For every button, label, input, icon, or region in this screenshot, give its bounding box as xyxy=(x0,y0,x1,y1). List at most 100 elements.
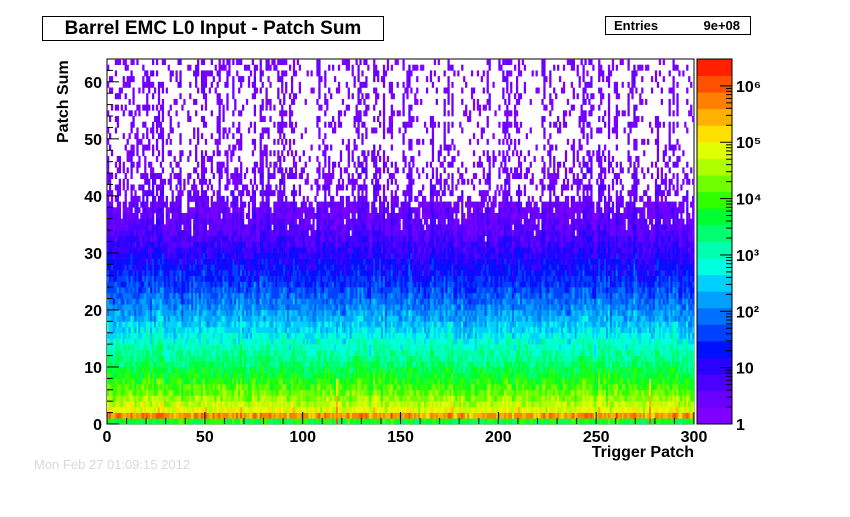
heatmap-cell xyxy=(222,349,225,356)
heatmap-cell xyxy=(130,412,133,419)
heatmap-cell xyxy=(183,395,186,402)
heatmap-cell xyxy=(279,133,282,140)
heatmap-cell xyxy=(273,412,276,419)
heatmap-cell xyxy=(226,104,229,111)
heatmap-cell xyxy=(206,275,210,282)
heatmap-cell xyxy=(116,298,120,305)
heatmap-cell xyxy=(281,218,284,225)
heatmap-cell xyxy=(255,258,258,265)
heatmap-cell xyxy=(150,344,153,351)
heatmap-cell xyxy=(206,212,210,219)
heatmap-cell xyxy=(279,178,282,185)
heatmap-cell xyxy=(195,190,198,197)
heatmap-cell xyxy=(261,258,264,265)
heatmap-cell xyxy=(153,304,157,311)
heatmap-cell xyxy=(130,372,133,379)
heatmap-cell xyxy=(171,281,174,288)
heatmap-cell xyxy=(273,252,276,259)
heatmap-cell xyxy=(128,235,131,242)
heatmap-cell xyxy=(216,144,219,151)
heatmap-cell xyxy=(292,184,296,191)
heatmap-cell xyxy=(240,76,243,83)
heatmap-cell xyxy=(157,327,161,334)
heatmap-cell xyxy=(271,366,274,373)
heatmap-cell xyxy=(191,372,194,379)
heatmap-cell xyxy=(208,247,212,254)
heatmap-cell xyxy=(206,406,210,413)
heatmap-cell xyxy=(292,258,296,265)
heatmap-cell xyxy=(238,138,241,145)
heatmap-cell xyxy=(146,81,149,88)
heatmap-cell xyxy=(300,173,303,180)
heatmap-cell xyxy=(126,224,129,231)
heatmap-cell xyxy=(183,241,186,248)
heatmap-cell xyxy=(285,218,288,225)
heatmap-cell xyxy=(243,389,247,396)
heatmap-cell xyxy=(306,70,309,77)
heatmap-cell xyxy=(155,378,159,385)
heatmap-cell xyxy=(132,98,135,105)
heatmap-cell xyxy=(249,372,253,379)
heatmap-cell xyxy=(269,355,272,362)
heatmap-cell xyxy=(230,150,233,157)
heatmap-cell xyxy=(292,327,296,334)
heatmap-cell xyxy=(220,247,223,254)
heatmap-cell xyxy=(222,304,225,311)
heatmap-cell xyxy=(148,287,151,294)
heatmap-cell xyxy=(220,161,223,168)
heatmap-cell xyxy=(146,384,149,391)
heatmap-cell xyxy=(302,315,305,322)
heatmap-cell xyxy=(234,315,237,322)
heatmap-cell xyxy=(144,241,147,248)
heatmap-cell xyxy=(124,395,127,402)
heatmap-cell xyxy=(107,292,110,299)
heatmap-cell xyxy=(144,418,147,425)
heatmap-cell xyxy=(124,207,127,214)
heatmap-cell xyxy=(238,309,241,316)
heatmap-cell xyxy=(269,116,272,123)
heatmap-cell xyxy=(212,378,215,385)
heatmap-cell xyxy=(263,315,266,322)
heatmap-cell xyxy=(290,167,294,174)
heatmap-cell xyxy=(198,207,202,214)
heatmap-cell xyxy=(290,127,294,134)
heatmap-cell xyxy=(308,241,311,248)
heatmap-cell xyxy=(197,270,200,277)
heatmap-cell xyxy=(148,252,151,259)
heatmap-cell xyxy=(189,287,192,294)
heatmap-cell xyxy=(285,195,288,202)
heatmap-cell xyxy=(290,315,294,322)
heatmap-cell xyxy=(273,218,276,225)
heatmap-cell xyxy=(187,344,190,351)
heatmap-cell xyxy=(285,321,288,328)
heatmap-cell xyxy=(108,412,112,419)
heatmap-cell xyxy=(169,252,172,259)
heatmap-cell xyxy=(247,212,251,219)
heatmap-cell xyxy=(214,241,217,248)
heatmap-cell xyxy=(175,201,178,208)
heatmap-cell xyxy=(300,241,303,248)
heatmap-cell xyxy=(112,241,116,248)
heatmap-cell xyxy=(177,224,180,231)
heatmap-cell xyxy=(245,190,249,197)
heatmap-cell xyxy=(183,298,186,305)
heatmap-cell xyxy=(118,378,121,385)
heatmap-cell xyxy=(310,418,313,425)
heatmap-cell xyxy=(226,361,229,368)
heatmap-cell xyxy=(208,155,212,162)
heatmap-cell xyxy=(312,309,315,316)
heatmap-cell xyxy=(238,218,241,225)
heatmap-cell xyxy=(107,332,110,339)
heatmap-cell xyxy=(112,218,116,225)
heatmap-cell xyxy=(243,349,247,356)
heatmap-cell xyxy=(134,270,137,277)
heatmap-cell xyxy=(155,127,159,134)
heatmap-cell xyxy=(187,389,190,396)
heatmap-cell xyxy=(153,224,157,231)
heatmap-cell xyxy=(167,401,170,408)
heatmap-cell xyxy=(261,104,264,111)
heatmap-cell xyxy=(146,133,149,140)
heatmap-cell xyxy=(163,298,166,305)
heatmap-cell xyxy=(142,384,145,391)
heatmap-cell xyxy=(245,366,249,373)
